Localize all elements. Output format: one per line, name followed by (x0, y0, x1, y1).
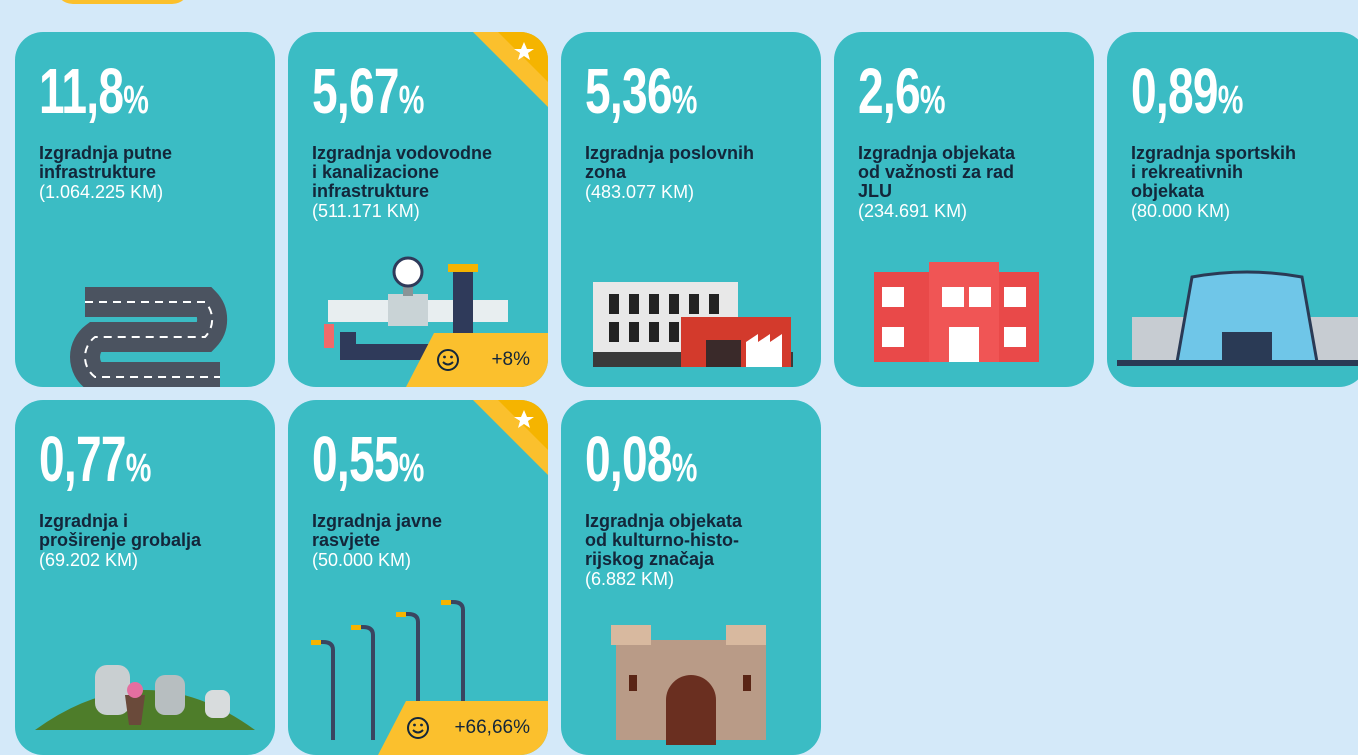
change-text: +8% (491, 349, 530, 370)
card: 0,08% Izgradnja objekata od kulturno-histo… (561, 400, 821, 755)
description: Izgradnja javne rasvjete (50.000 KM) (312, 511, 548, 571)
description: Izgradnja vodovodne i kanalizacione infras… (312, 143, 548, 222)
change-badge: +8% (388, 333, 548, 387)
title-line: rijskog značaja (585, 549, 715, 569)
illustration (1117, 270, 1358, 366)
title-line: Izgradnja objekata (858, 143, 1016, 163)
card: 0,55% Izgradnja javne rasvjete (50.000 KM) +… (288, 400, 548, 755)
percent: 5,36% (585, 54, 697, 128)
percent-value: 0,55 (312, 423, 400, 495)
percent-unit: % (1217, 78, 1244, 122)
percent: 0,08% (585, 422, 697, 496)
percent-value: 5,67 (312, 55, 400, 127)
change-text: +66,66% (454, 717, 530, 738)
illustration (35, 665, 255, 730)
card: 5,36% Izgradnja poslovnih zona (483.077 KM) (561, 32, 821, 387)
title-line: proširenje grobalja (39, 530, 202, 550)
amount: (511.171 KM) (312, 201, 420, 221)
title-line: infrastrukture (39, 162, 157, 182)
description: Izgradnja i proširenje grobalja (69.202 KM… (39, 511, 275, 571)
title-line: Izgradnja javne (312, 511, 443, 531)
card: 2,6% Izgradnja objekata od važnosti za rad… (834, 32, 1094, 387)
title-line: Izgradnja sportskih (1131, 143, 1297, 163)
percent: 11,8% (39, 54, 149, 128)
percent: 0,77% (39, 422, 151, 496)
amount: (80.000 KM) (1131, 201, 1231, 221)
description: Izgradnja objekata od važnosti za rad JLU(… (858, 143, 1094, 222)
top-tab (55, 0, 190, 4)
percent-unit: % (398, 446, 425, 490)
card: 5,67% Izgradnja vodovodne i kanalizacione i… (288, 32, 548, 387)
title-line: JLU (858, 181, 893, 201)
description: Izgradnja putne infrastrukture (1.064.225 … (39, 143, 275, 203)
description: Izgradnja poslovnih zona (483.077 KM) (585, 143, 821, 203)
amount: (483.077 KM) (585, 182, 695, 202)
title-line: Izgradnja poslovnih (585, 143, 755, 163)
card: 11,8% Izgradnja putne infrastrukture (1.064… (15, 32, 275, 387)
amount: (234.691 KM) (858, 201, 968, 221)
percent-unit: % (125, 446, 152, 490)
title-line: od važnosti za rad (858, 162, 1015, 182)
percent-value: 0,77 (39, 423, 127, 495)
percent-unit: % (398, 78, 425, 122)
percent-unit: % (919, 78, 946, 122)
title-line: Izgradnja i (39, 511, 129, 531)
title-line: i kanalizacione (312, 162, 440, 182)
title-line: Izgradnja putne (39, 143, 173, 163)
percent: 2,6% (858, 54, 946, 128)
percent-unit: % (123, 78, 149, 122)
percent: 0,55% (312, 422, 424, 496)
illustration (70, 287, 228, 387)
percent-value: 5,36 (585, 55, 673, 127)
title-line: od kulturno-histo- (585, 530, 739, 550)
amount: (50.000 KM) (312, 550, 412, 570)
percent-unit: % (671, 446, 698, 490)
illustration (311, 400, 548, 740)
illustration (611, 625, 766, 745)
amount: (6.882 KM) (585, 569, 675, 589)
badge-shape (378, 701, 548, 755)
description: Izgradnja objekata od kulturno-histo-rijs… (585, 511, 821, 590)
title-line: zona (585, 162, 627, 182)
percent-value: 11,8 (39, 55, 124, 127)
percent: 0,89% (1131, 54, 1243, 128)
badge-shape (406, 333, 548, 387)
amount: (69.202 KM) (39, 550, 139, 570)
description: Izgradnja sportskih i rekreativnih objekat… (1131, 143, 1358, 222)
percent-value: 2,6 (858, 55, 921, 127)
title-line: Izgradnja objekata (585, 511, 743, 531)
amount: (1.064.225 KM) (39, 182, 164, 202)
percent-unit: % (671, 78, 698, 122)
title-line: infrastrukture (312, 181, 430, 201)
illustration (874, 262, 1039, 362)
title-line: i rekreativnih (1131, 162, 1244, 182)
title-line: objekata (1131, 181, 1205, 201)
percent-value: 0,08 (585, 423, 673, 495)
percent: 5,67% (312, 54, 424, 128)
percent-value: 0,89 (1131, 55, 1219, 127)
title-line: rasvjete (312, 530, 381, 550)
illustration (593, 282, 793, 367)
card: 0,77% Izgradnja i proširenje grobalja (69.2… (15, 400, 275, 755)
title-line: Izgradnja vodovodne (312, 143, 493, 163)
change-badge: +66,66% (360, 701, 548, 755)
card: 0,89% Izgradnja sportskih i rekreativnih ob… (1107, 32, 1358, 387)
